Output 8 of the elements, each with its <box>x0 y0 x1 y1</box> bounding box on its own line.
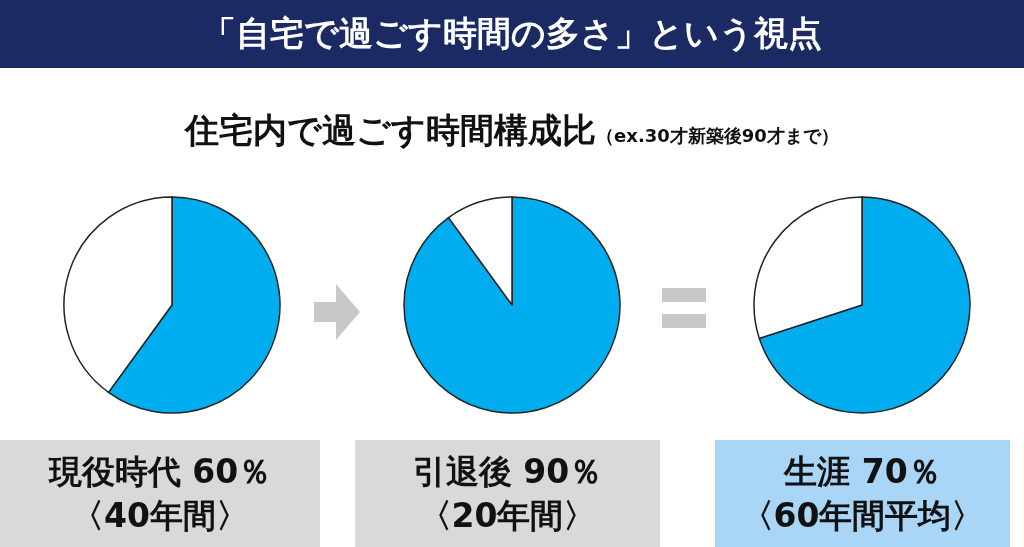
text: 〈40年間〉 <box>70 494 250 537</box>
text: 〈60年間平均〉 <box>739 494 986 537</box>
text: 生涯 70％ <box>782 450 942 493</box>
text: 引退後 90％ <box>411 450 604 493</box>
text: 〈20年間〉 <box>417 494 598 537</box>
text: 住宅内で過ごす時間構成比（ex.30才新築後90才まで） <box>185 110 839 150</box>
text: 現役時代 60％ <box>47 450 273 493</box>
text: 「自宅で過ごす時間の多さ」という視点 <box>0 0 1024 68</box>
